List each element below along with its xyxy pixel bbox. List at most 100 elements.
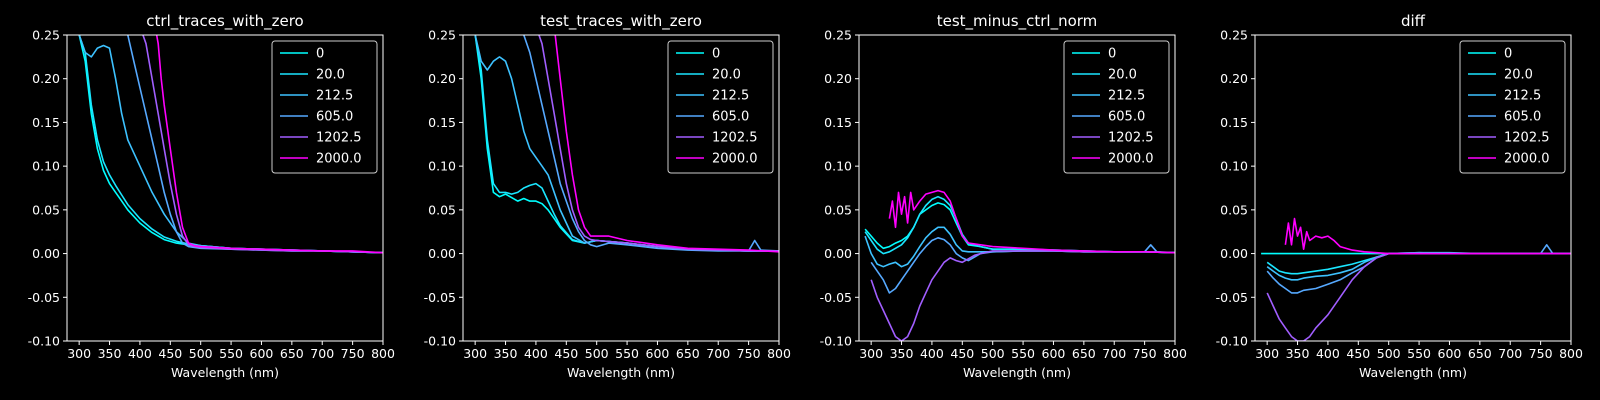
series-group <box>473 35 779 253</box>
y-tick-label: 0.25 <box>824 28 852 43</box>
legend-label: 605.0 <box>1504 110 1541 125</box>
x-tick-label: 750 <box>737 346 761 361</box>
x-tick-label: 700 <box>310 346 334 361</box>
series-line <box>538 35 779 252</box>
series-group <box>77 35 383 254</box>
y-tick-label: 0.10 <box>32 159 60 174</box>
chart-panel: 300 350 400 450 500 550 600 650 700 750 800 0.25 0.2… <box>820 12 1187 380</box>
series-line <box>864 226 1175 268</box>
axes-frame <box>858 34 1176 342</box>
legend-label: 212.5 <box>316 89 353 104</box>
y-tick-label: 0.10 <box>1220 159 1248 174</box>
series-line <box>1266 252 1571 341</box>
y-tick-label: 0.20 <box>824 71 852 86</box>
axes-frame <box>1254 34 1572 342</box>
legend-label: 1202.5 <box>1108 131 1154 146</box>
y-tick-label: -0.10 <box>820 334 852 349</box>
x-tick-label: 550 <box>1407 346 1431 361</box>
series-line <box>155 35 383 254</box>
series-group <box>1261 217 1571 341</box>
y-tick-label: 0.05 <box>32 202 60 217</box>
y-tick-label: 0.00 <box>1220 246 1248 261</box>
legend-label: 212.5 <box>1504 89 1541 104</box>
legend-label: 0 <box>316 47 324 62</box>
x-tick-label: 450 <box>158 346 182 361</box>
x-tick-label: 750 <box>1529 346 1553 361</box>
x-tick-label: 500 <box>189 346 213 361</box>
y-tick-label: 0.25 <box>428 28 456 43</box>
y-tick-label: 0.20 <box>32 71 60 86</box>
y-tick-label: 0.05 <box>1220 202 1248 217</box>
x-tick-label: 500 <box>585 346 609 361</box>
x-tick-label: 500 <box>1377 346 1401 361</box>
legend-label: 2000.0 <box>1108 152 1154 167</box>
legend-label: 20.0 <box>316 68 345 83</box>
y-tick-label: -0.05 <box>28 290 60 305</box>
x-tick-label: 550 <box>615 346 639 361</box>
x-tick-label: 750 <box>341 346 365 361</box>
x-tick-label: 350 <box>890 346 914 361</box>
chart-title: test_traces_with_zero <box>540 12 702 31</box>
y-tick-label: 0.00 <box>824 246 852 261</box>
series-line <box>870 237 1175 294</box>
x-tick-label: 800 <box>767 346 791 361</box>
x-tick-label: 800 <box>1559 346 1583 361</box>
chart-panel: 300 350 400 450 500 550 600 650 700 750 800 0.25 0.2… <box>28 12 395 380</box>
y-tick-label: -0.05 <box>1216 290 1248 305</box>
x-tick-label: 450 <box>950 346 974 361</box>
y-tick-label: -0.10 <box>1216 334 1248 349</box>
legend-label: 605.0 <box>316 110 353 125</box>
series-line <box>554 35 779 253</box>
x-tick-label: 700 <box>1498 346 1522 361</box>
series-line <box>864 202 1175 254</box>
x-tick-label: 350 <box>1286 346 1310 361</box>
y-tick-label: 0.15 <box>824 115 852 130</box>
x-axis-label: Wavelength (nm) <box>171 365 279 380</box>
x-axis-label: Wavelength (nm) <box>1359 365 1467 380</box>
legend-label: 0 <box>1504 47 1512 62</box>
y-tick-label: 0.25 <box>32 28 60 43</box>
x-tick-label: 600 <box>646 346 670 361</box>
legend-label: 2000.0 <box>1504 152 1550 167</box>
legend: 0 20.0 212.5 605.0 1202.5 2000.0 <box>667 40 774 174</box>
y-tick-label: 0.20 <box>1220 71 1248 86</box>
legend-label: 605.0 <box>712 110 749 125</box>
x-tick-label: 450 <box>554 346 578 361</box>
series-line <box>888 189 1175 254</box>
x-tick-label: 700 <box>1102 346 1126 361</box>
chart-title: test_minus_ctrl_norm <box>937 12 1098 31</box>
series-line <box>864 195 1175 255</box>
x-tick-label: 600 <box>1042 346 1066 361</box>
legend: 0 20.0 212.5 605.0 1202.5 2000.0 <box>271 40 378 174</box>
chart-title: diff <box>1401 12 1426 30</box>
x-tick-label: 650 <box>280 346 304 361</box>
axes-frame <box>66 34 384 342</box>
y-tick-label: 0.25 <box>1220 28 1248 43</box>
x-tick-label: 400 <box>524 346 548 361</box>
chart-title: ctrl_traces_with_zero <box>146 12 303 31</box>
x-tick-label: 500 <box>981 346 1005 361</box>
legend-label: 20.0 <box>1504 68 1533 83</box>
x-tick-label: 400 <box>920 346 944 361</box>
y-tick-label: 0.20 <box>428 71 456 86</box>
chart-panel: 300 350 400 450 500 550 600 650 700 750 800 0.25 0.2… <box>1216 12 1583 380</box>
x-tick-label: 750 <box>1133 346 1157 361</box>
axes-frame <box>462 34 780 342</box>
x-tick-label: 600 <box>250 346 274 361</box>
y-tick-label: 0.05 <box>428 202 456 217</box>
legend-label: 0 <box>1108 47 1116 62</box>
y-tick-label: -0.10 <box>28 334 60 349</box>
legend-label: 0 <box>712 47 720 62</box>
y-tick-label: -0.10 <box>424 334 456 349</box>
legend-label: 20.0 <box>712 68 741 83</box>
legend-label: 212.5 <box>712 89 749 104</box>
x-tick-label: 650 <box>1072 346 1096 361</box>
x-tick-label: 400 <box>128 346 152 361</box>
x-tick-label: 300 <box>859 346 883 361</box>
x-tick-label: 350 <box>494 346 518 361</box>
legend-label: 1202.5 <box>712 131 758 146</box>
x-tick-label: 550 <box>219 346 243 361</box>
x-tick-label: 700 <box>706 346 730 361</box>
y-tick-label: 0.10 <box>824 159 852 174</box>
